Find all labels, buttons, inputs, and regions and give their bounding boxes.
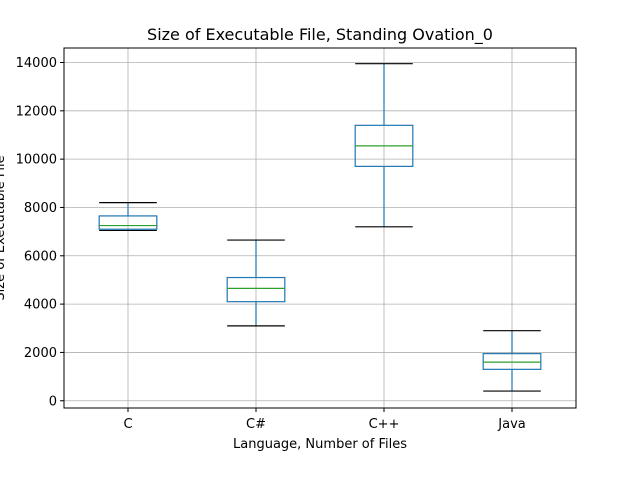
iqr-box — [98, 215, 158, 230]
plot-area-frame — [63, 47, 577, 409]
x-tick-label: C++ — [369, 417, 400, 432]
box-c — [98, 202, 158, 232]
x-tick-label: C# — [246, 417, 266, 432]
x-tick-label: Java — [497, 417, 525, 432]
y-tick-label: 14000 — [16, 56, 57, 71]
box-c- — [354, 63, 414, 228]
iqr-box — [226, 276, 286, 303]
box-series — [98, 63, 542, 392]
chart-title: Size of Executable File, Standing Ovatio… — [147, 25, 493, 45]
y-tick-label: 10000 — [16, 153, 57, 168]
y-axis-label: Size of Executable File — [0, 155, 8, 300]
y-tick-label: 6000 — [24, 249, 57, 264]
y-tick-label: 0 — [49, 394, 57, 409]
box-c- — [226, 239, 286, 327]
y-tick-label: 8000 — [24, 201, 57, 216]
grid-lines — [64, 48, 576, 408]
x-tick-label: C — [123, 417, 132, 432]
axis-ticks: 0 2000 4000 6000 8000 10000 12000 14000 C C# C++ Ja… — [16, 56, 526, 432]
y-tick-label: 12000 — [16, 104, 57, 119]
iqr-box — [482, 353, 542, 370]
x-axis-label: Language, Number of Files — [233, 437, 407, 452]
box-java — [482, 330, 542, 392]
y-tick-label: 4000 — [24, 298, 57, 313]
y-tick-label: 2000 — [24, 346, 57, 361]
